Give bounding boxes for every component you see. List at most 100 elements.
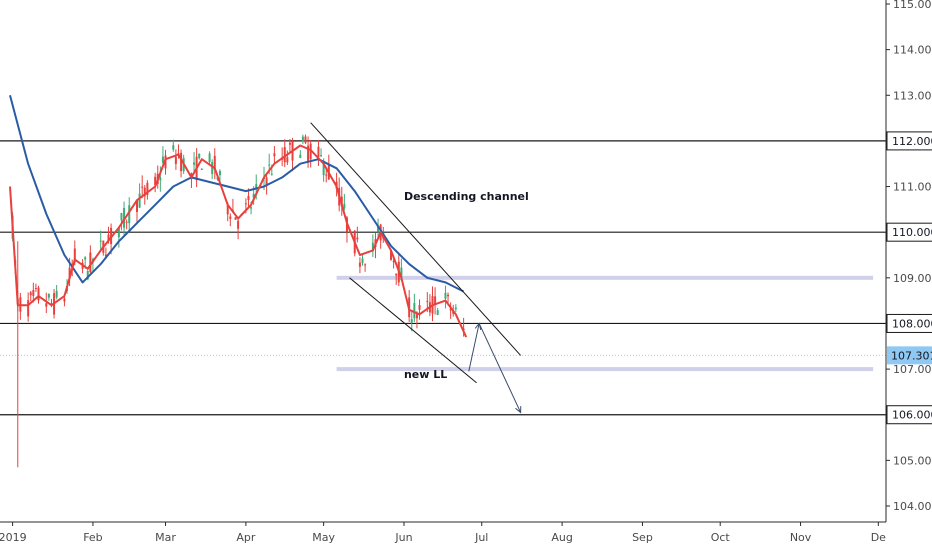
candle-body (136, 200, 139, 212)
candle-body (307, 145, 310, 162)
candle-body (426, 300, 429, 302)
candle-body (174, 156, 177, 164)
candle-body (413, 303, 416, 319)
x-tick-label: De (871, 531, 886, 544)
candle-body (172, 145, 175, 150)
candle-body (301, 136, 304, 142)
level-price-label: 108.000 (892, 317, 932, 330)
candle-body (418, 305, 421, 310)
level-price-box (886, 313, 932, 333)
x-tick-label: Apr (236, 531, 256, 544)
candle-body (358, 262, 361, 267)
candle-body (320, 155, 323, 157)
candle-body (377, 226, 380, 232)
current-price-label: 107.301 (891, 349, 932, 362)
candle-body (268, 164, 271, 166)
y-tick-label: 105.000 (893, 454, 932, 467)
y-tick-label: 104.000 (893, 500, 932, 513)
level-price-box (886, 131, 932, 151)
projection-arrow (478, 323, 520, 412)
candle-body (390, 250, 393, 260)
candle-body (250, 207, 253, 209)
level-price-label: 112.000 (892, 135, 932, 148)
candle-body (309, 143, 312, 160)
candle-body (304, 136, 307, 143)
candle-body (273, 153, 276, 157)
y-tick-label: 115.000 (893, 0, 932, 11)
candle-body (449, 308, 452, 311)
candle-body (371, 242, 374, 252)
candle-body (104, 254, 107, 257)
candle-body (218, 170, 221, 176)
candle-body (143, 187, 146, 197)
x-tick-label: May (312, 531, 335, 544)
candle-body (37, 287, 40, 301)
ma-fast-line (9, 144, 468, 338)
candle-body (208, 153, 211, 163)
candle-body (392, 260, 395, 262)
candle-body (120, 213, 123, 221)
x-tick-label: Aug (551, 531, 572, 544)
candle-body (361, 258, 364, 264)
candle-body (89, 252, 92, 273)
candle-body (32, 290, 35, 296)
candle-body (255, 184, 258, 189)
candle-body (200, 168, 203, 170)
candle-body (123, 208, 126, 228)
candle-body (283, 147, 286, 163)
candle-body (128, 205, 131, 224)
ma-slow-line (9, 95, 465, 293)
candle-body (73, 248, 76, 263)
candle-body (63, 298, 66, 302)
candle-body (288, 142, 291, 145)
candle-body (434, 296, 437, 306)
x-tick-label: Mar (155, 531, 176, 544)
candle-body (55, 290, 58, 298)
candle-body (146, 182, 149, 195)
candle-body (325, 174, 328, 176)
candle-body (47, 293, 50, 298)
plot-area (0, 0, 885, 522)
candle-body (154, 176, 157, 186)
y-tick-label: 113.000 (893, 89, 932, 102)
zone-band (336, 367, 874, 372)
candle-body (229, 216, 232, 219)
x-tick-label: Nov (790, 531, 812, 544)
candle-body (180, 152, 183, 172)
x-tick-label: Sep (632, 531, 653, 544)
y-tick-label: 111.000 (893, 181, 932, 194)
candle-body (322, 160, 325, 176)
x-tick-label: 2019 (0, 531, 27, 544)
candle-body (234, 217, 237, 220)
x-tick-label: Feb (83, 531, 102, 544)
candle-body (415, 314, 418, 319)
candle-body (252, 193, 255, 198)
candle-body (45, 303, 48, 307)
candle-body (265, 177, 268, 185)
candle-body (193, 162, 196, 165)
candle-body (447, 294, 450, 297)
candle-body (237, 220, 240, 229)
candle-body (270, 173, 273, 175)
current-price-box (887, 346, 932, 365)
candle-body (343, 203, 346, 209)
candle-body (138, 193, 141, 208)
candle-body (395, 273, 398, 276)
y-tick-label: 109.000 (893, 272, 932, 285)
candle-body (356, 237, 359, 240)
candle-body (99, 240, 102, 242)
x-tick-label: Oct (711, 531, 731, 544)
candle-body (364, 264, 367, 266)
level-price-label: 110.000 (892, 226, 932, 239)
projection-arrow (468, 323, 479, 372)
candle-body (400, 267, 403, 281)
candle-body (27, 300, 30, 317)
level-price-box (886, 222, 932, 242)
candle-body (299, 154, 302, 158)
candle-body (86, 271, 89, 280)
candle-body (444, 292, 447, 299)
candle-body (107, 234, 110, 241)
zone-band (336, 275, 874, 280)
